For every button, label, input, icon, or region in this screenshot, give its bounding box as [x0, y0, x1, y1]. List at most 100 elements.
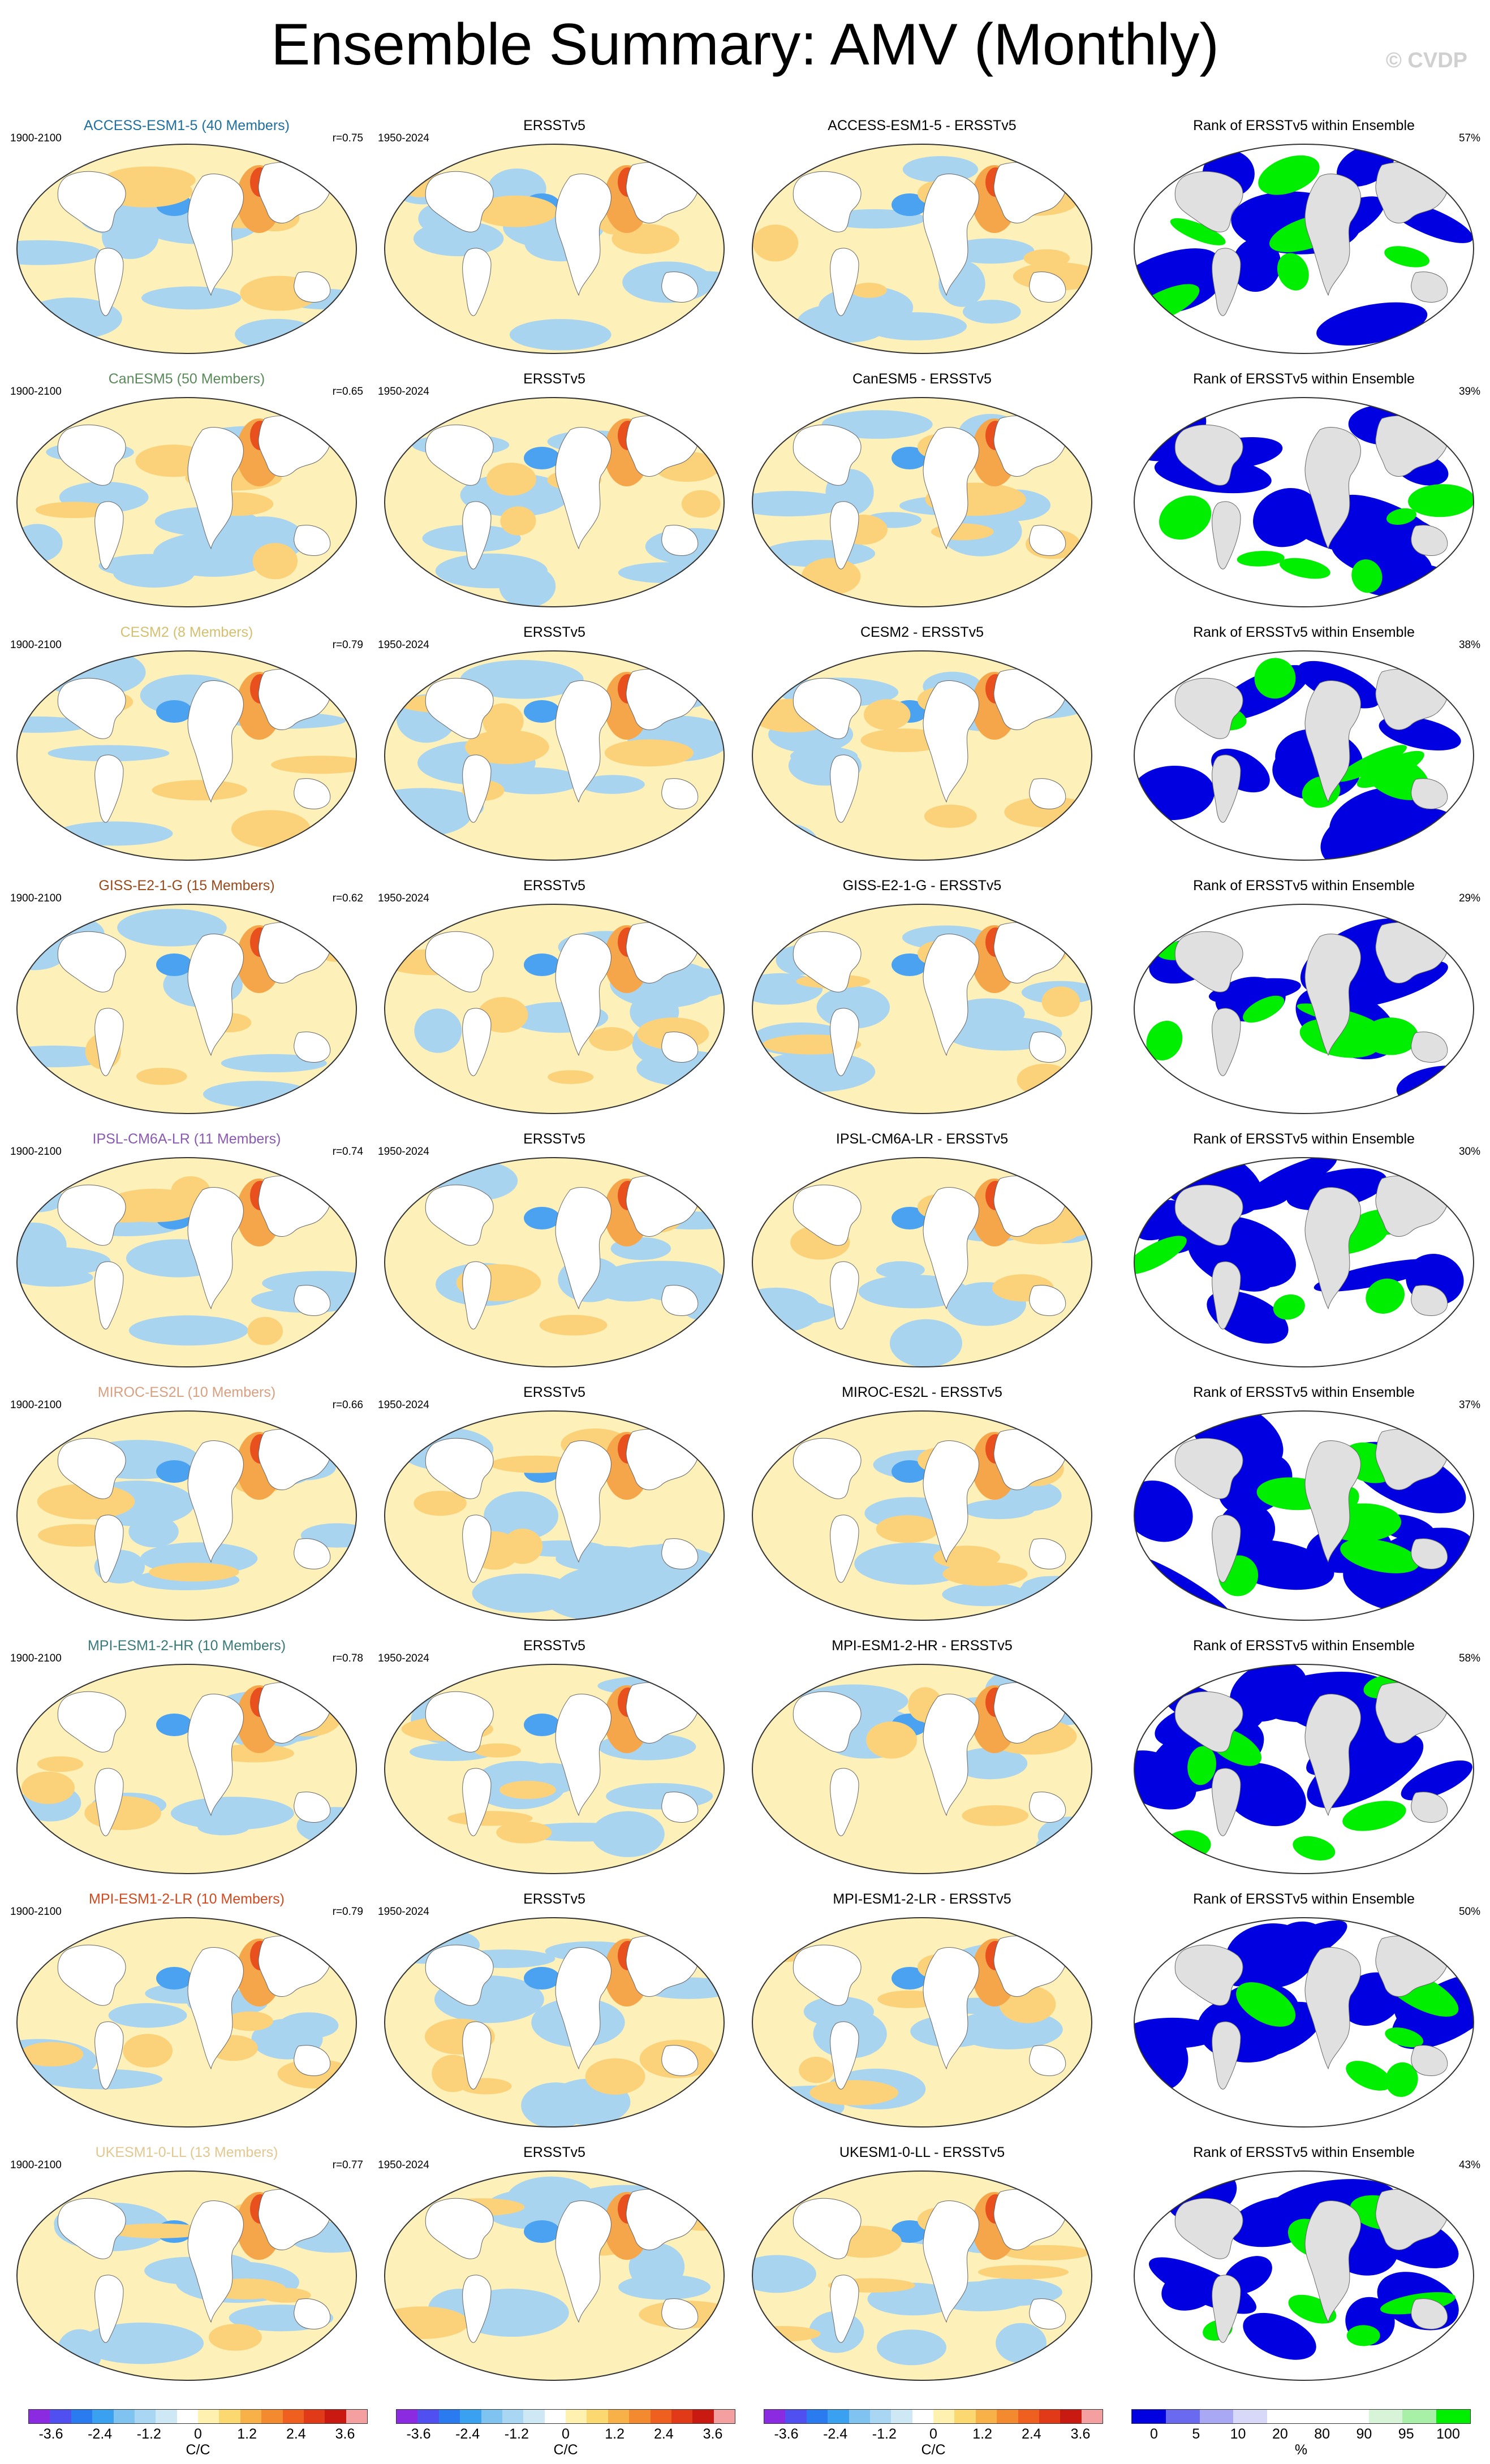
colorbar-swatch — [325, 2410, 346, 2423]
period-label: 1900-2100 — [10, 1146, 62, 1158]
panel-title: CESM2 (8 Members) — [120, 624, 253, 640]
panel-row: CESM2 (8 Members) 1900-2100 r=0.79 ERSSTv5 1… — [0, 620, 1490, 873]
obs-panel: ERSSTv5 1950-2024 — [373, 113, 735, 362]
period-label: 1900-2100 — [10, 1652, 62, 1664]
period-label: 1900-2100 — [10, 132, 62, 144]
obs-panel: ERSSTv5 1950-2024 — [373, 873, 735, 1122]
colorbar-swatch — [806, 2410, 828, 2423]
colorbar-swatch — [523, 2410, 545, 2423]
colorbar-anomaly-1: -3.6 -2.4 -1.2 0 1.2 2.4 3.6 C/C — [28, 2409, 368, 2460]
panel-title: MPI-ESM1-2-LR (10 Members) — [89, 1891, 285, 1907]
colorbar-tick-label: 3.6 — [703, 2426, 723, 2442]
global-map — [751, 1663, 1093, 1875]
rank-panel: Rank of ERSSTv5 within Ensemble 58% — [1123, 1633, 1485, 1882]
global-map — [751, 1916, 1093, 2129]
period-label: 1950-2024 — [378, 639, 429, 651]
colorbar-swatch — [954, 2410, 976, 2423]
colorbar-swatch — [849, 2410, 870, 2423]
colorbar-tick-label: 2.4 — [653, 2426, 674, 2442]
colorbar-swatch — [912, 2410, 933, 2423]
model-panel: MPI-ESM1-2-HR (10 Members) 1900-2100 r=0.7… — [6, 1633, 368, 1882]
global-map — [16, 1409, 358, 1622]
rank-panel: Rank of ERSSTv5 within Ensemble 50% — [1123, 1887, 1485, 2135]
colorbar-ticks: 0 5 10 20 80 90 95 100 — [1131, 2426, 1471, 2443]
colorbar-ticks: -3.6 -2.4 -1.2 0 1.2 2.4 3.6 — [396, 2426, 735, 2443]
global-map — [1133, 1409, 1475, 1622]
colorbar-anomaly-3: -3.6 -2.4 -1.2 0 1.2 2.4 3.6 C/C — [764, 2409, 1103, 2460]
rank-panel: Rank of ERSSTv5 within Ensemble 29% — [1123, 873, 1485, 1122]
global-map — [1133, 903, 1475, 1115]
panel-title: GISS-E2-1-G - ERSSTv5 — [842, 878, 1002, 894]
global-map — [751, 1409, 1093, 1622]
colorbar-swatches — [28, 2409, 368, 2424]
global-map — [751, 2169, 1093, 2382]
colorbar-swatch — [502, 2410, 524, 2423]
colorbar-swatch — [156, 2410, 177, 2423]
colorbar-tick-label: 95 — [1398, 2426, 1414, 2442]
colorbar-swatch — [1081, 2410, 1103, 2423]
colorbar-swatches — [764, 2409, 1103, 2424]
rank-percent: 57% — [1458, 132, 1480, 144]
colorbar-swatch — [92, 2410, 114, 2423]
colorbar-tick-label: -3.6 — [406, 2426, 431, 2442]
panel-title: CESM2 - ERSSTv5 — [860, 624, 984, 640]
panel-row: CanESM5 (50 Members) 1900-2100 r=0.65 ERSST… — [0, 366, 1490, 620]
colorbar-swatch — [50, 2410, 71, 2423]
global-map — [384, 1409, 725, 1622]
period-label: 1900-2100 — [10, 2159, 62, 2171]
global-map — [384, 649, 725, 862]
colorbar-tick-label: 0 — [562, 2426, 570, 2442]
period-label: 1950-2024 — [378, 1146, 429, 1158]
difference-panel: MPI-ESM1-2-HR - ERSSTv5 — [741, 1633, 1103, 1882]
pattern-correlation: r=0.62 — [332, 892, 363, 904]
model-panel: CESM2 (8 Members) 1900-2100 r=0.79 — [6, 620, 368, 869]
panel-title: Rank of ERSSTv5 within Ensemble — [1193, 878, 1415, 894]
colorbar-swatch — [1199, 2410, 1234, 2423]
pattern-correlation: r=0.74 — [332, 1146, 363, 1158]
colorbar-tick-label: 1.2 — [237, 2426, 257, 2442]
colorbar-swatch — [261, 2410, 283, 2423]
global-map — [384, 903, 725, 1115]
period-label: 1900-2100 — [10, 1399, 62, 1411]
colorbar-tick-label: 1.2 — [605, 2426, 625, 2442]
panel-title: Rank of ERSSTv5 within Ensemble — [1193, 371, 1415, 387]
colorbar-anomaly-2: -3.6 -2.4 -1.2 0 1.2 2.4 3.6 C/C — [396, 2409, 735, 2460]
panel-row: ACCESS-ESM1-5 (40 Members) 1900-2100 r=0.7… — [0, 113, 1490, 366]
global-map — [16, 143, 358, 355]
global-map — [1133, 649, 1475, 862]
colorbar-tick-label: 0 — [929, 2426, 937, 2442]
obs-panel: ERSSTv5 1950-2024 — [373, 1380, 735, 1629]
panel-title: ERSSTv5 — [523, 1638, 585, 1654]
rank-panel: Rank of ERSSTv5 within Ensemble 37% — [1123, 1380, 1485, 1629]
colorbar-swatch — [975, 2410, 997, 2423]
global-map — [384, 1916, 725, 2129]
obs-panel: ERSSTv5 1950-2024 — [373, 1633, 735, 1882]
colorbar-swatch — [438, 2410, 460, 2423]
period-label: 1950-2024 — [378, 1399, 429, 1411]
colorbar-swatch — [1132, 2410, 1166, 2423]
rank-percent: 37% — [1458, 1399, 1480, 1411]
colorbar-tick-label: -2.4 — [823, 2426, 848, 2442]
colorbar-tick-label: 1.2 — [972, 2426, 993, 2442]
difference-panel: ACCESS-ESM1-5 - ERSSTv5 — [741, 113, 1103, 362]
model-panel: ACCESS-ESM1-5 (40 Members) 1900-2100 r=0.7… — [6, 113, 368, 362]
panel-title: MIROC-ES2L - ERSSTv5 — [842, 1384, 1002, 1400]
model-panel: CanESM5 (50 Members) 1900-2100 r=0.65 — [6, 366, 368, 615]
global-map — [384, 2169, 725, 2382]
colorbar-swatch — [869, 2410, 892, 2423]
colorbar-swatch — [933, 2410, 955, 2423]
colorbar-unit: C/C — [553, 2442, 578, 2458]
model-panel: GISS-E2-1-G (15 Members) 1900-2100 r=0.62 — [6, 873, 368, 1122]
colorbar-swatches — [1131, 2409, 1471, 2424]
panel-title: ERSSTv5 — [523, 1384, 585, 1400]
panel-title: Rank of ERSSTv5 within Ensemble — [1193, 1131, 1415, 1147]
colorbar-swatch — [891, 2410, 912, 2423]
colorbar-swatch — [785, 2410, 807, 2423]
panel-title: ACCESS-ESM1-5 (40 Members) — [84, 118, 290, 133]
period-label: 1900-2100 — [10, 1906, 62, 1918]
rank-percent: 38% — [1458, 639, 1480, 651]
global-map — [384, 1663, 725, 1875]
pattern-correlation: r=0.79 — [332, 1906, 363, 1918]
global-map — [16, 903, 358, 1115]
colorbar-swatch — [481, 2410, 502, 2423]
